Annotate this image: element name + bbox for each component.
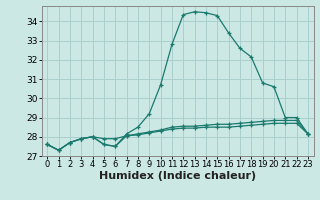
X-axis label: Humidex (Indice chaleur): Humidex (Indice chaleur) [99,171,256,181]
